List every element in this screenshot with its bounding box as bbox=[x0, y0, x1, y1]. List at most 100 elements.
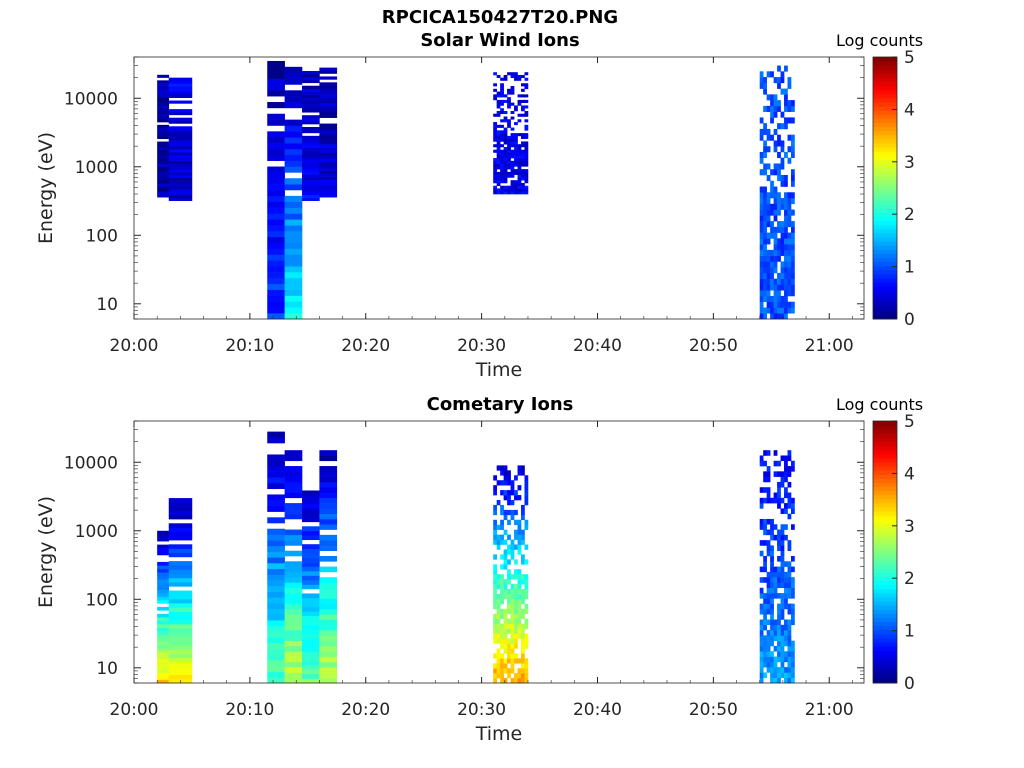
spectrogram-cell bbox=[517, 185, 522, 189]
spectrogram-cell bbox=[517, 673, 522, 679]
spectrogram-cell bbox=[302, 593, 320, 599]
spectrogram-cell bbox=[510, 490, 515, 496]
spectrogram-cell bbox=[777, 209, 781, 216]
spectrogram-cell bbox=[168, 160, 193, 164]
spectrogram-cell bbox=[517, 155, 522, 159]
spectrogram-cell bbox=[766, 656, 771, 663]
colorbar-swatch bbox=[873, 130, 897, 136]
spectrogram-cell bbox=[503, 638, 508, 644]
spectrogram-cell bbox=[302, 85, 320, 89]
spectrogram-cell bbox=[780, 577, 785, 583]
colorbar-swatch bbox=[873, 613, 897, 618]
spectrogram-cell bbox=[763, 598, 767, 604]
spectrogram-cell bbox=[759, 608, 764, 615]
spectrogram-cell bbox=[791, 556, 795, 562]
spectrogram-cell bbox=[773, 203, 778, 210]
spectrogram-cell bbox=[521, 613, 525, 620]
spectrogram-cell bbox=[493, 678, 497, 684]
spectrogram-cell bbox=[496, 465, 501, 471]
spectrogram-cell bbox=[773, 524, 778, 530]
spectrogram-cell bbox=[302, 674, 320, 679]
spectrogram-cell bbox=[284, 231, 303, 238]
spectrogram-cell bbox=[780, 301, 785, 308]
spectrogram-cell bbox=[168, 544, 193, 549]
spectrogram-cell bbox=[787, 566, 792, 573]
spectrogram-cell bbox=[787, 146, 792, 153]
spectrogram-cell bbox=[319, 123, 338, 127]
x-tick-label: 20:10 bbox=[225, 336, 274, 356]
spectrogram-cell bbox=[777, 487, 781, 493]
spectrogram-cell bbox=[791, 301, 795, 308]
spectrogram-cell bbox=[773, 460, 778, 467]
spectrogram-cell bbox=[500, 589, 504, 595]
spectrogram-cell bbox=[514, 180, 518, 184]
spectrogram-cell bbox=[791, 645, 795, 652]
spectrogram-cell bbox=[157, 548, 170, 552]
spectrogram-cell bbox=[787, 561, 792, 567]
spectrogram-cell bbox=[507, 122, 511, 126]
spectrogram-cell bbox=[770, 619, 774, 626]
spectrogram-cell bbox=[510, 549, 515, 555]
spectrogram-cell bbox=[493, 160, 497, 164]
spectrogram-cell bbox=[763, 151, 767, 159]
spectrogram-cell bbox=[319, 155, 338, 160]
spectrogram-cell bbox=[780, 497, 785, 504]
spectrogram-cell bbox=[784, 290, 788, 297]
colorbar-swatch bbox=[873, 257, 897, 263]
spectrogram-cell bbox=[770, 677, 774, 684]
spectrogram-cell bbox=[766, 105, 771, 112]
spectrogram-cell bbox=[766, 630, 771, 636]
spectrogram-cell bbox=[787, 278, 792, 285]
spectrogram-cell bbox=[319, 182, 338, 186]
y-tick-label: 1000 bbox=[75, 158, 118, 178]
spectrogram-cell bbox=[521, 113, 525, 117]
spectrogram-cell bbox=[521, 504, 525, 511]
spectrogram-cell bbox=[500, 130, 504, 134]
spectrogram-cell bbox=[766, 608, 771, 615]
spectrogram-cell bbox=[500, 133, 504, 137]
spectrogram-cell bbox=[787, 619, 792, 626]
spectrogram-cell bbox=[766, 198, 771, 205]
spectrogram-cell bbox=[284, 102, 303, 109]
spectrogram-cell bbox=[517, 569, 522, 575]
spectrogram-cell bbox=[791, 566, 795, 573]
spectrogram-cell bbox=[787, 677, 792, 684]
spectrogram-cell bbox=[319, 126, 338, 130]
spectrogram-cell bbox=[157, 613, 170, 618]
spectrogram-cell bbox=[157, 596, 170, 601]
spectrogram-cell bbox=[759, 656, 764, 663]
spectrogram-cell bbox=[770, 295, 774, 303]
spectrogram-cell bbox=[787, 651, 792, 657]
spectrogram-cell bbox=[784, 651, 788, 657]
spectrogram-cell bbox=[302, 665, 320, 670]
spectrogram-cell bbox=[517, 188, 522, 192]
spectrogram-cell bbox=[493, 135, 497, 139]
spectrogram-cell bbox=[524, 135, 529, 139]
spectrogram-cell bbox=[510, 152, 515, 156]
spectrogram-cell bbox=[319, 70, 338, 74]
spectrogram-cell bbox=[763, 290, 767, 297]
spectrogram-cell bbox=[777, 307, 781, 314]
spectrogram-cell bbox=[496, 174, 501, 178]
colorbar-tick-label: 0 bbox=[904, 674, 915, 694]
spectrogram-cell bbox=[791, 267, 795, 274]
spectrogram-cell bbox=[503, 564, 508, 570]
spectrogram-cell bbox=[319, 582, 338, 589]
spectrogram-cell bbox=[168, 535, 193, 541]
spectrogram-cell bbox=[267, 172, 285, 179]
x-tick-label: 20:00 bbox=[110, 700, 159, 720]
spectrogram-cell bbox=[503, 163, 508, 167]
spectrogram-cell bbox=[759, 566, 764, 573]
spectrogram-cell bbox=[784, 278, 788, 285]
spectrogram-cell bbox=[770, 307, 774, 314]
spectrogram-cell bbox=[302, 106, 320, 110]
spectrogram-cell bbox=[500, 653, 504, 659]
spectrogram-cell bbox=[510, 144, 515, 148]
spectrogram-cell bbox=[507, 99, 511, 103]
spectrogram-cell bbox=[510, 191, 515, 195]
spectrogram-cell bbox=[510, 574, 515, 580]
spectrogram-cell bbox=[777, 192, 781, 199]
x-tick-label: 20:40 bbox=[573, 336, 622, 356]
spectrogram-cell bbox=[496, 124, 501, 128]
